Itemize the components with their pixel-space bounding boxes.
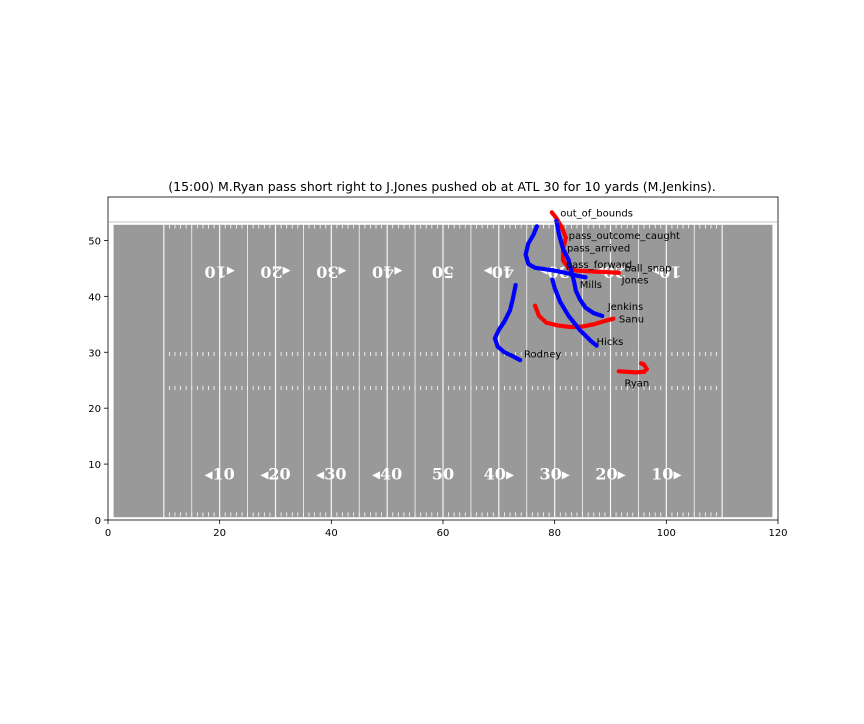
x-tick-label: 40 — [325, 528, 338, 539]
y-tick-label: 10 — [88, 460, 101, 471]
field-number-top: ◂20 — [260, 262, 290, 281]
x-tick-label: 80 — [548, 528, 561, 539]
annotation-label: pass_forward — [566, 260, 632, 271]
field-number-top: ◂30 — [316, 262, 346, 281]
field-number-top: ◂40 — [372, 262, 402, 281]
annotation-label: Hicks — [597, 337, 624, 348]
track-point-jenkins — [554, 218, 559, 224]
y-tick-label: 40 — [88, 292, 101, 303]
axes-layer: 0 20 40 60 80 100 120 0 10 20 30 40 50 — [88, 196, 788, 539]
track-point-rodney — [513, 282, 518, 288]
field-number-bottom: ◂30 — [316, 465, 346, 484]
field-number-top: 10▸ — [651, 262, 681, 281]
annotation-label: Mills — [580, 280, 602, 291]
x-tick-label: 120 — [768, 528, 787, 539]
chart-title: (15:00) M.Ryan pass short right to J.Jon… — [168, 179, 716, 194]
annotation-label: pass_arrived — [567, 244, 630, 255]
annotation-label: out_of_bounds — [560, 208, 633, 219]
field-number-bottom: ◂20 — [260, 465, 290, 484]
x-tick-label: 20 — [213, 528, 226, 539]
field-number-bottom: 30▸ — [540, 465, 570, 484]
x-tick-label: 60 — [437, 528, 450, 539]
field-number-bottom: ◂10 — [205, 465, 235, 484]
annotation-label: Sanu — [619, 315, 644, 326]
field-number-bottom: 20▸ — [595, 465, 625, 484]
y-tick-label: 30 — [88, 348, 101, 359]
field-number-bottom: ◂40 — [372, 465, 402, 484]
field-number-top: 50 — [432, 262, 454, 281]
labels-layer: out_of_bounds pass_outcome_caught pass_arr… — [524, 208, 680, 389]
x-tick-label: 0 — [105, 528, 111, 539]
annotation-label: Jenkins — [607, 302, 644, 313]
y-tick-label: 0 — [95, 516, 101, 527]
field-number-bottom: 50 — [432, 465, 454, 484]
annotation-label: Rodney — [524, 349, 561, 360]
track-point-sanu — [532, 303, 538, 309]
field-number-top: 40▸ — [484, 262, 514, 281]
annotation-label: Jones — [621, 276, 649, 287]
annotation-label: pass_outcome_caught — [569, 231, 680, 242]
field-number-bottom: 10▸ — [651, 465, 681, 484]
track-point-ryan — [639, 361, 644, 366]
y-tick-label: 50 — [88, 236, 101, 247]
y-tick-label: 20 — [88, 404, 101, 415]
track-point-jones — [549, 210, 555, 215]
annotation-label: Ryan — [624, 378, 649, 389]
x-tick-label: 100 — [657, 528, 676, 539]
annotation-label: ball_snap — [624, 263, 671, 274]
field-number-bottom: 40▸ — [484, 465, 514, 484]
field-layer: ◂10 ◂20 ◂30 ◂40 50 40▸ 30▸ 20▸ 10▸ ◂10 ◂20 ◂30 ◂40 50… — [113, 224, 773, 518]
track-point-hicks — [550, 277, 555, 282]
field-number-top: ◂10 — [205, 262, 235, 281]
track-point-mills — [534, 224, 539, 229]
marks-layer — [492, 210, 649, 375]
